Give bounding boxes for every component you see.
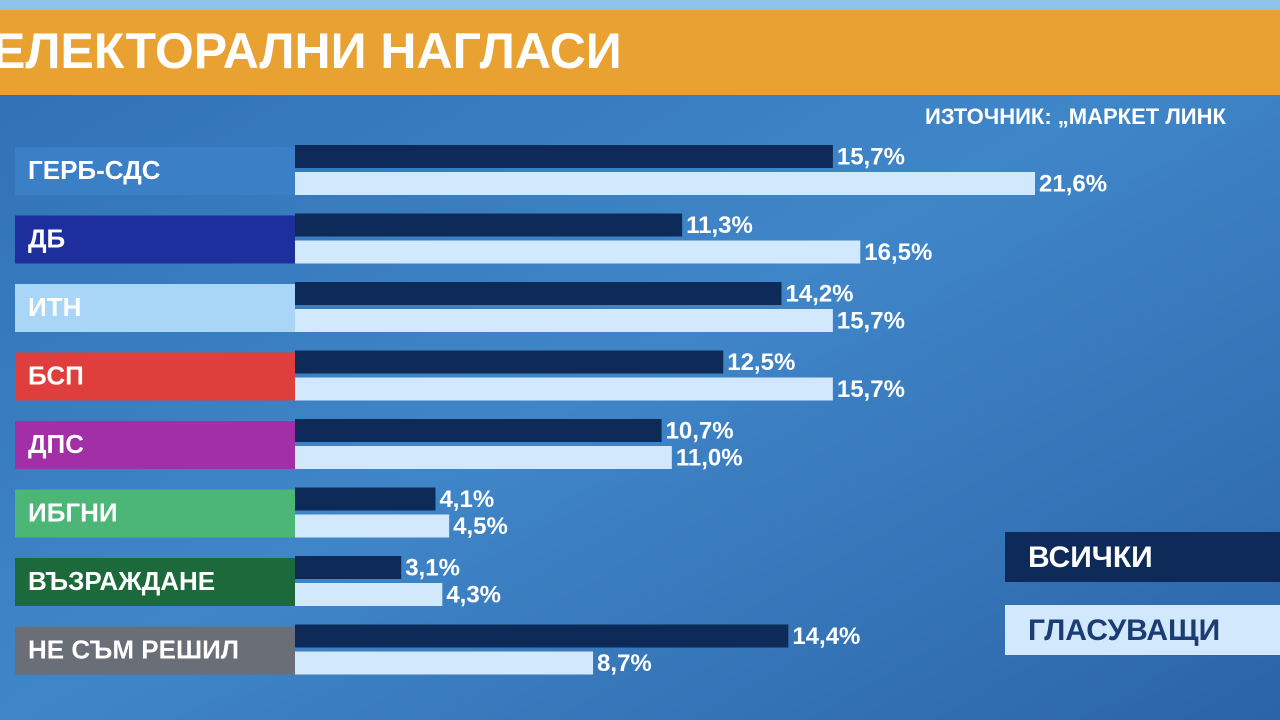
category-box — [15, 147, 295, 195]
category-label: ИТН — [28, 292, 81, 322]
category-box — [15, 215, 295, 264]
value-label: 10,7% — [666, 417, 734, 444]
title-bar — [0, 10, 1280, 95]
category-label: ВЪЗРАЖДАНЕ — [28, 566, 215, 596]
value-label: 11,0% — [676, 444, 743, 471]
value-label: 16,5% — [864, 239, 932, 266]
bar — [295, 282, 782, 305]
bar — [295, 583, 443, 606]
value-label: 21,6% — [1039, 170, 1107, 197]
value-label: 15,7% — [837, 143, 905, 170]
bar — [295, 309, 833, 332]
value-label: 14,4% — [792, 623, 860, 650]
source: ИЗТОЧНИК: „МАРКЕТ ЛИНК — [925, 104, 1226, 129]
category-label: ИБГНИ — [28, 497, 118, 527]
legend-label: ВСИЧКИ — [1028, 541, 1153, 574]
bar — [295, 624, 789, 648]
value-label: 4,5% — [453, 513, 508, 540]
category-label: ДПС — [28, 429, 84, 459]
chart-title: ЕЛЕКТОРАЛНИ НАГЛАСИ — [0, 23, 622, 79]
category-box — [15, 352, 295, 401]
value-label: 12,5% — [727, 349, 795, 376]
value-label: 4,1% — [439, 486, 494, 513]
category-box — [15, 489, 295, 538]
bar — [295, 240, 861, 264]
category-label: НЕ СЪМ РЕШИЛ — [28, 634, 239, 664]
category-label: ДБ — [28, 223, 65, 253]
category-box — [15, 626, 295, 675]
bar — [295, 145, 833, 168]
value-label: 8,7% — [597, 650, 652, 677]
value-label: 14,2% — [785, 280, 853, 307]
legend-label: ГЛАСУВАЩИ — [1028, 614, 1220, 647]
value-label: 4,3% — [446, 581, 501, 608]
value-label: 15,7% — [837, 376, 905, 403]
category-box — [15, 284, 295, 332]
bar — [295, 514, 450, 538]
bar — [295, 651, 594, 675]
bar — [295, 377, 833, 401]
bar — [295, 172, 1035, 195]
bar — [295, 446, 672, 469]
bar — [295, 487, 436, 511]
category-label: ГЕРБ-СДС — [28, 155, 161, 185]
bar — [295, 213, 683, 237]
legend-swatch — [1005, 605, 1280, 655]
top-strip — [0, 0, 1280, 10]
value-label: 3,1% — [405, 554, 460, 581]
bar — [295, 350, 724, 374]
category-box — [15, 421, 295, 469]
category-box — [15, 558, 295, 606]
category-label: БСП — [28, 360, 84, 390]
value-label: 15,7% — [837, 307, 905, 334]
bar — [295, 419, 662, 442]
value-label: 11,3% — [686, 212, 753, 239]
bar — [295, 556, 402, 579]
legend-swatch — [1005, 532, 1280, 582]
